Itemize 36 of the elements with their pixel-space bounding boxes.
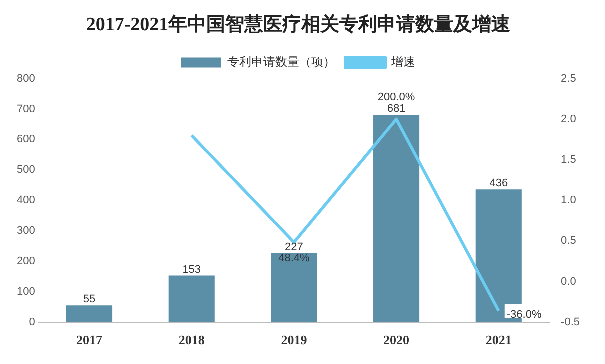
- data-label: 436: [490, 178, 508, 190]
- y2-tick-label: 1.5: [561, 154, 576, 166]
- y-tick-label: 700: [16, 103, 36, 116]
- x-tick-label: 2021: [486, 332, 512, 348]
- y-tick-label: 200: [16, 256, 36, 268]
- y2-tick-label: -0.5: [561, 316, 580, 328]
- y2-tick-label: 0.0: [561, 276, 576, 288]
- bar: [374, 115, 420, 322]
- data-label: 200.0%: [378, 91, 416, 104]
- y-tick-label: 600: [16, 134, 36, 146]
- y2-tick-label: 2.0: [561, 113, 576, 126]
- y-tick-label: 500: [16, 164, 36, 176]
- x-tick-label: 2019: [281, 332, 308, 348]
- y-tick-label: 400: [16, 194, 36, 207]
- data-label: 48.4%: [278, 252, 310, 265]
- data-label: 55: [83, 294, 96, 306]
- x-tick-label: 2017: [76, 332, 104, 348]
- x-tick-label: 2018: [178, 332, 206, 348]
- bar: [271, 253, 318, 322]
- data-label: 227: [285, 241, 304, 254]
- legend-label: 增速: [390, 55, 416, 70]
- x-tick-label: 2020: [384, 332, 410, 348]
- y-tick-label: 800: [16, 72, 36, 85]
- bar: [168, 276, 215, 322]
- y2-tick-label: 1.0: [561, 194, 576, 207]
- legend-label: 专利申请数量（项）: [228, 55, 336, 70]
- y2-tick-label: 2.5: [561, 72, 576, 85]
- y2-tick-label: 0.5: [561, 235, 576, 248]
- y-tick-label: 0: [29, 316, 36, 328]
- y-tick-label: 100: [16, 286, 36, 298]
- y-tick-label: 300: [16, 225, 36, 238]
- data-label: -36.0%: [506, 309, 542, 322]
- data-label: 681: [387, 103, 406, 116]
- bar: [66, 306, 113, 322]
- chart-title: 2017-2021年中国智慧医疗相关专利申请数量及增速: [86, 13, 511, 36]
- data-label: 153: [182, 264, 202, 276]
